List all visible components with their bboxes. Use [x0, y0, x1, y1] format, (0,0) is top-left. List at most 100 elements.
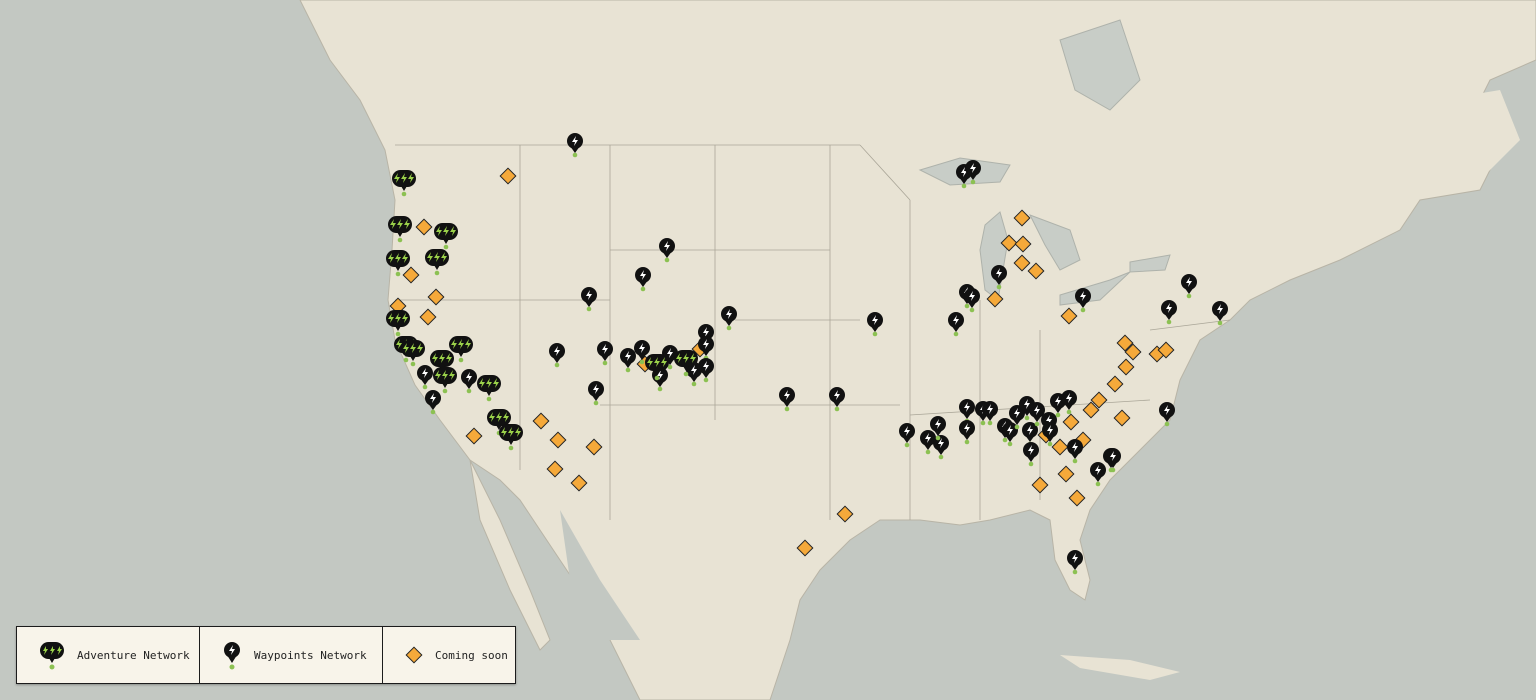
- coming-soon-marker[interactable]: [1060, 307, 1078, 325]
- triple-bolt-icon: [388, 313, 408, 323]
- legend-coming-soon[interactable]: Coming soon: [383, 627, 515, 683]
- coming-soon-marker[interactable]: [415, 218, 433, 236]
- adventure-marker[interactable]: [425, 249, 449, 276]
- waypoints-marker[interactable]: [1105, 448, 1121, 473]
- coming-soon-marker[interactable]: [1057, 465, 1075, 483]
- waypoints-marker[interactable]: [948, 312, 964, 337]
- coming-soon-marker[interactable]: [1031, 476, 1049, 494]
- coming-soon-marker[interactable]: [986, 290, 1004, 308]
- waypoints-marker[interactable]: [1067, 550, 1083, 575]
- waypoints-marker[interactable]: [721, 306, 737, 331]
- coming-soon-marker[interactable]: [796, 539, 814, 557]
- bolt-icon: [1034, 405, 1040, 415]
- coming-soon-marker[interactable]: [389, 297, 407, 315]
- bolt-icon: [1055, 396, 1061, 406]
- coming-soon-marker[interactable]: [1124, 343, 1142, 361]
- waypoints-marker[interactable]: [1002, 422, 1018, 447]
- waypoints-marker[interactable]: [991, 265, 1007, 290]
- coming-soon-marker[interactable]: [836, 505, 854, 523]
- coming-soon-marker[interactable]: [1117, 358, 1135, 376]
- waypoints-marker[interactable]: [899, 423, 915, 448]
- coming-soon-marker[interactable]: [1106, 375, 1124, 393]
- adventure-marker[interactable]: [645, 354, 669, 381]
- waypoints-marker[interactable]: [1023, 442, 1039, 467]
- adventure-marker[interactable]: [674, 350, 698, 377]
- waypoints-marker[interactable]: [965, 160, 981, 185]
- waypoints-marker[interactable]: [620, 348, 636, 373]
- coming-soon-marker[interactable]: [1000, 234, 1018, 252]
- waypoints-marker[interactable]: [549, 343, 565, 368]
- waypoints-marker[interactable]: [1042, 422, 1058, 447]
- waypoints-marker[interactable]: [461, 369, 477, 394]
- coming-soon-marker[interactable]: [1090, 391, 1108, 409]
- waypoints-marker[interactable]: [588, 381, 604, 406]
- waypoints-marker[interactable]: [567, 133, 583, 158]
- waypoints-marker[interactable]: [959, 420, 975, 445]
- waypoints-marker[interactable]: [417, 365, 433, 390]
- adventure-marker[interactable]: [433, 367, 457, 394]
- bolt-icon: [1164, 405, 1170, 415]
- waypoints-marker[interactable]: [920, 430, 936, 455]
- waypoints-marker[interactable]: [867, 312, 883, 337]
- waypoints-marker[interactable]: [933, 435, 949, 460]
- bolt-icon: [1014, 408, 1020, 418]
- coming-soon-marker[interactable]: [465, 427, 483, 445]
- waypoints-marker[interactable]: [659, 238, 675, 263]
- coming-soon-marker[interactable]: [1013, 209, 1031, 227]
- legend-waypoints-network[interactable]: Waypoints Network: [200, 627, 383, 683]
- bolt-icon: [1095, 465, 1101, 475]
- waypoints-marker[interactable]: [982, 401, 998, 426]
- adventure-marker[interactable]: [401, 340, 425, 367]
- waypoints-marker[interactable]: [581, 287, 597, 312]
- bolt-pin-icon: [224, 642, 240, 670]
- coming-soon-marker[interactable]: [546, 460, 564, 478]
- waypoints-marker[interactable]: [1212, 301, 1228, 326]
- coming-soon-marker[interactable]: [419, 308, 437, 326]
- waypoints-marker[interactable]: [425, 390, 441, 415]
- adventure-marker[interactable]: [434, 223, 458, 250]
- coming-soon-marker[interactable]: [402, 266, 420, 284]
- coming-soon-marker[interactable]: [1116, 334, 1134, 352]
- legend-adventure-network[interactable]: Adventure Network: [17, 627, 200, 683]
- waypoints-marker[interactable]: [597, 341, 613, 366]
- coming-soon-marker[interactable]: [1013, 254, 1031, 272]
- waypoints-marker[interactable]: [1159, 402, 1175, 427]
- bolt-icon: [784, 390, 790, 400]
- coming-soon-marker[interactable]: [1082, 401, 1100, 419]
- adventure-marker[interactable]: [388, 216, 412, 243]
- coming-soon-marker[interactable]: [1027, 262, 1045, 280]
- coming-soon-marker[interactable]: [1051, 438, 1069, 456]
- waypoints-marker[interactable]: [964, 288, 980, 313]
- waypoints-marker[interactable]: [1061, 390, 1077, 415]
- coming-soon-marker[interactable]: [1113, 409, 1131, 427]
- coming-soon-marker[interactable]: [499, 167, 517, 185]
- coming-soon-marker[interactable]: [1068, 489, 1086, 507]
- waypoints-marker[interactable]: [1090, 462, 1106, 487]
- waypoints-marker[interactable]: [1075, 288, 1091, 313]
- waypoints-marker[interactable]: [1181, 274, 1197, 299]
- coming-soon-marker[interactable]: [585, 438, 603, 456]
- coming-soon-marker[interactable]: [1157, 341, 1175, 359]
- waypoints-marker[interactable]: [1161, 300, 1177, 325]
- coming-soon-marker[interactable]: [1014, 235, 1032, 253]
- adventure-marker[interactable]: [477, 375, 501, 402]
- waypoints-marker[interactable]: [829, 387, 845, 412]
- coming-soon-marker[interactable]: [549, 431, 567, 449]
- adventure-marker[interactable]: [487, 409, 511, 436]
- adventure-marker[interactable]: [386, 250, 410, 277]
- coming-soon-marker[interactable]: [532, 412, 550, 430]
- waypoints-marker[interactable]: [634, 340, 650, 365]
- waypoints-marker[interactable]: [779, 387, 795, 412]
- adventure-marker[interactable]: [392, 170, 416, 197]
- waypoints-marker[interactable]: [635, 267, 651, 292]
- waypoints-marker[interactable]: [930, 416, 946, 441]
- adventure-marker[interactable]: [449, 336, 473, 363]
- waypoints-marker[interactable]: [1029, 402, 1045, 427]
- waypoints-marker[interactable]: [1067, 439, 1083, 464]
- coming-soon-marker[interactable]: [570, 474, 588, 492]
- adventure-marker[interactable]: [386, 310, 410, 337]
- coming-soon-marker[interactable]: [1062, 413, 1080, 431]
- coming-soon-marker[interactable]: [427, 288, 445, 306]
- adventure-marker[interactable]: [499, 424, 523, 451]
